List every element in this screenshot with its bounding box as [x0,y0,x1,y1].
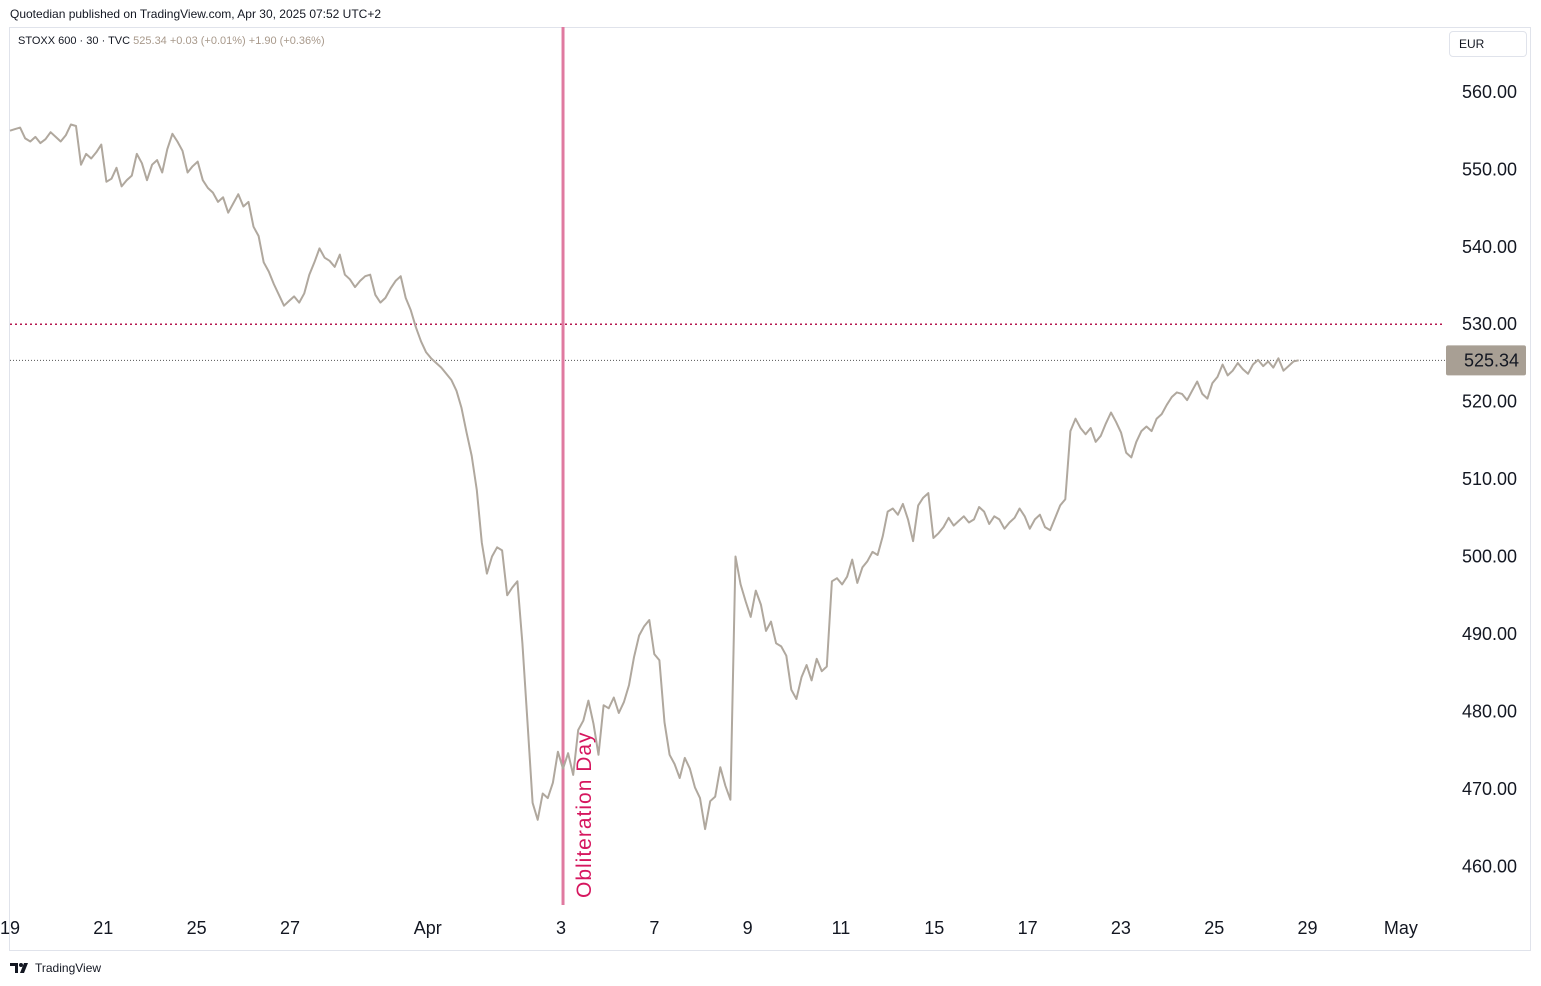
y-tick-label: 470.00 [1462,779,1517,799]
y-tick-label: 480.00 [1462,701,1517,721]
y-tick-label: 560.00 [1462,82,1517,102]
legend-last-price: 525.34 [133,35,167,47]
y-tick-label: 530.00 [1462,314,1517,334]
legend-change-2: +1.90 (+0.36%) [248,35,325,47]
x-tick-label: 11 [832,918,851,938]
x-tick-label: 3 [556,918,566,938]
last-price-badge [1446,345,1526,376]
x-tick-label: 25 [187,918,207,938]
x-axis-ticks: 19 21 25 27 Apr 3 7 9 11 15 17 23 25 29 May [0,918,1418,938]
y-tick-label: 500.00 [1462,547,1517,567]
x-tick-label: 21 [93,918,113,938]
x-tick-label: 17 [1018,918,1038,938]
chart-frame[interactable] [9,27,1531,951]
x-tick-label: Apr [414,918,442,938]
x-tick-label: 15 [924,918,944,938]
x-tick-label: May [1384,918,1418,938]
legend-symbol[interactable]: STOXX 600 · 30 · TVC [18,35,131,47]
x-tick-label: 29 [1298,918,1318,938]
x-tick-label: 27 [280,918,300,938]
obliteration-day-label: Obliteration Day [573,731,596,898]
x-tick-label: 7 [649,918,659,938]
x-tick-label: 23 [1111,918,1131,938]
legend-change-1: +0.03 (+0.01%) [169,35,246,47]
last-price-badge-text: 525.34 [1464,350,1519,370]
tradingview-footer[interactable]: TradingView [10,961,101,975]
symbol-legend: STOXX 600 · 30 · TVC 525.34 +0.03 (+0.01… [18,35,325,47]
y-tick-label: 490.00 [1462,624,1517,644]
y-tick-label: 550.00 [1462,159,1517,179]
tradingview-brand-text: TradingView [35,961,102,975]
y-tick-label: 540.00 [1462,237,1517,257]
x-tick-label: 25 [1204,918,1224,938]
y-tick-label: 520.00 [1462,392,1517,412]
x-tick-label: 19 [0,918,20,938]
currency-selector[interactable]: EUR [1449,31,1527,57]
y-axis-ticks: 560.00 550.00 540.00 530.00 520.00 510.00 500.… [1462,82,1517,876]
y-tick-label: 460.00 [1462,856,1517,876]
y-tick-label: 510.00 [1462,469,1517,489]
tradingview-logo-icon [10,963,28,973]
x-tick-label: 9 [743,918,753,938]
published-caption: Quotedian published on TradingView.com, … [10,7,382,21]
price-series-line [9,123,1299,831]
